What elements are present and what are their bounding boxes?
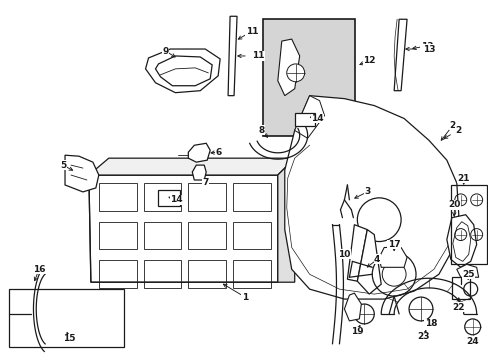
- Text: 25: 25: [462, 270, 474, 279]
- Text: 14: 14: [170, 195, 183, 204]
- Text: 7: 7: [202, 179, 208, 188]
- Polygon shape: [227, 16, 237, 96]
- Bar: [158, 190, 180, 206]
- Text: 8: 8: [258, 126, 264, 135]
- Polygon shape: [456, 264, 478, 277]
- Text: 13: 13: [422, 45, 434, 54]
- Polygon shape: [192, 165, 206, 180]
- Text: 9: 9: [162, 46, 168, 55]
- Text: 22: 22: [451, 302, 464, 311]
- Bar: [143, 222, 181, 249]
- Bar: [233, 183, 270, 211]
- Polygon shape: [89, 158, 294, 175]
- Circle shape: [286, 64, 304, 82]
- Text: 16: 16: [33, 265, 45, 274]
- Polygon shape: [452, 222, 470, 261]
- Polygon shape: [155, 56, 212, 86]
- Text: 21: 21: [457, 174, 469, 183]
- Polygon shape: [188, 143, 210, 162]
- Polygon shape: [357, 230, 381, 294]
- Bar: [294, 113, 314, 126]
- Text: 4: 4: [373, 255, 380, 264]
- Text: 10: 10: [338, 250, 350, 259]
- Text: 13: 13: [420, 41, 432, 50]
- Polygon shape: [277, 158, 294, 282]
- Text: 14: 14: [311, 114, 323, 123]
- Text: 2: 2: [455, 126, 461, 135]
- Bar: [233, 260, 270, 288]
- Bar: [263, 19, 355, 136]
- Bar: [143, 260, 181, 288]
- Text: 3: 3: [364, 188, 370, 197]
- Bar: [99, 260, 136, 288]
- Text: 6: 6: [215, 148, 221, 157]
- Text: 17: 17: [387, 240, 400, 249]
- Text: 1: 1: [242, 293, 247, 302]
- Bar: [99, 222, 136, 249]
- Polygon shape: [145, 49, 220, 93]
- Bar: [450, 185, 486, 264]
- Polygon shape: [379, 247, 406, 267]
- Text: 19: 19: [350, 327, 363, 336]
- Polygon shape: [446, 215, 476, 267]
- Text: 18: 18: [424, 319, 436, 328]
- Text: 20: 20: [447, 200, 460, 209]
- Bar: [143, 183, 181, 211]
- Polygon shape: [65, 155, 99, 192]
- Polygon shape: [294, 96, 324, 138]
- Bar: [9, 289, 123, 347]
- Text: 2: 2: [449, 121, 455, 130]
- Polygon shape: [284, 96, 458, 299]
- Text: 11: 11: [245, 27, 258, 36]
- Polygon shape: [89, 175, 277, 282]
- Polygon shape: [346, 225, 366, 281]
- Text: 15: 15: [62, 334, 75, 343]
- Polygon shape: [277, 39, 299, 96]
- Bar: [451, 277, 469, 299]
- Bar: [233, 222, 270, 249]
- Bar: [188, 260, 225, 288]
- Polygon shape: [344, 293, 361, 321]
- Text: 12: 12: [362, 57, 375, 66]
- Text: 11: 11: [251, 51, 264, 60]
- Bar: [188, 222, 225, 249]
- Text: 24: 24: [466, 337, 478, 346]
- Text: 23: 23: [417, 332, 429, 341]
- Text: 5: 5: [60, 161, 66, 170]
- Bar: [99, 183, 136, 211]
- Polygon shape: [393, 19, 406, 91]
- Bar: [188, 183, 225, 211]
